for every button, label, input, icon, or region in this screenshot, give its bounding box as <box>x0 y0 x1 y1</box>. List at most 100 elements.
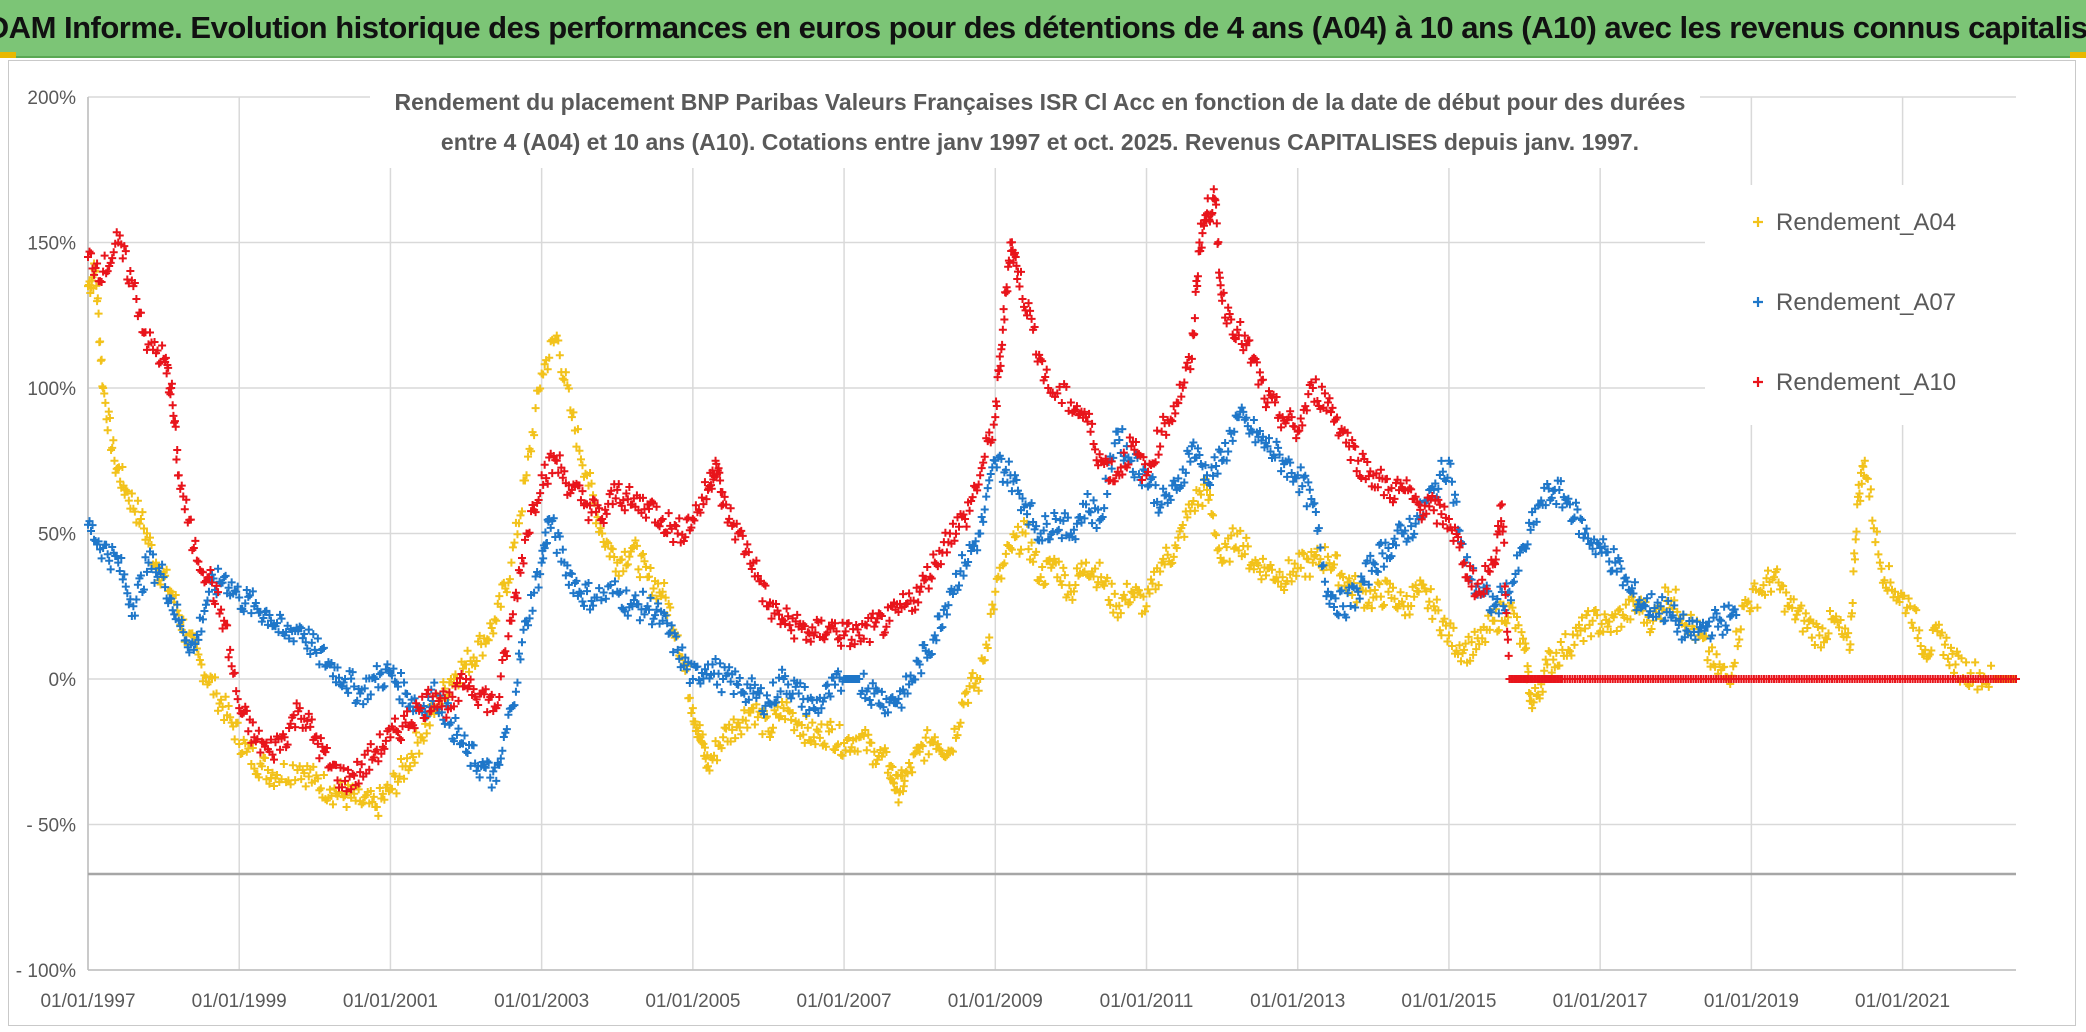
interpolated-point <box>119 481 128 490</box>
interpolated-point <box>725 720 734 729</box>
interpolated-point <box>973 486 982 495</box>
interpolated-point <box>977 512 986 521</box>
interpolated-point <box>1401 526 1410 535</box>
interpolated-point <box>838 751 847 760</box>
interpolated-point <box>1319 561 1328 570</box>
interpolated-point <box>224 653 233 662</box>
interpolated-point <box>1688 616 1697 625</box>
interpolated-point <box>716 476 725 485</box>
interpolated-point <box>204 678 213 687</box>
interpolated-point <box>1379 491 1388 500</box>
interpolated-point <box>1434 606 1443 615</box>
interpolated-point <box>1378 602 1387 611</box>
data-point <box>462 747 471 756</box>
interpolated-point <box>920 640 929 649</box>
interpolated-point <box>1615 557 1624 566</box>
data-point <box>1082 500 1091 509</box>
data-point <box>110 456 119 465</box>
interpolated-point <box>350 682 359 691</box>
interpolated-point <box>986 609 995 618</box>
interpolated-point <box>1503 613 1512 622</box>
interpolated-point <box>1156 567 1165 576</box>
interpolated-point <box>1230 427 1239 436</box>
interpolated-point <box>1410 529 1419 538</box>
interpolated-point <box>769 723 778 732</box>
interpolated-point <box>1916 641 1925 650</box>
interpolated-point <box>1721 621 1730 630</box>
interpolated-point <box>211 673 220 682</box>
interpolated-point <box>781 619 790 628</box>
interpolated-point <box>1057 580 1066 589</box>
y-tick-label: 200% <box>27 88 76 109</box>
interpolated-point <box>1605 557 1614 566</box>
interpolated-point <box>502 725 511 734</box>
interpolated-point <box>883 768 892 777</box>
interpolated-point <box>882 622 891 631</box>
interpolated-point <box>217 695 226 704</box>
interpolated-point <box>1017 545 1025 554</box>
data-point <box>144 558 153 567</box>
interpolated-point <box>1618 581 1627 590</box>
interpolated-point <box>1909 623 1918 632</box>
interpolated-point <box>504 710 513 719</box>
data-point <box>1233 325 1242 334</box>
interpolated-point <box>1345 574 1354 583</box>
interpolated-point <box>622 561 631 570</box>
interpolated-point <box>775 673 784 682</box>
interpolated-point <box>1261 403 1270 412</box>
interpolated-point <box>87 249 96 258</box>
interpolated-point <box>139 524 148 533</box>
data-point <box>567 413 576 422</box>
interpolated-point <box>1632 606 1641 615</box>
interpolated-point <box>663 529 672 538</box>
interpolated-point <box>1865 492 1874 501</box>
interpolated-point <box>177 616 186 625</box>
interpolated-point <box>1594 539 1603 548</box>
interpolated-point <box>1750 579 1759 588</box>
interpolated-point <box>911 749 920 758</box>
interpolated-point <box>964 557 973 566</box>
interpolated-point <box>514 519 523 528</box>
interpolated-point <box>1798 627 1807 636</box>
interpolated-point <box>519 559 528 568</box>
legend-label: Rendement_A07 <box>1776 289 1956 316</box>
interpolated-point <box>862 621 871 630</box>
data-point <box>1195 238 1204 247</box>
data-point <box>212 689 221 698</box>
interpolated-point <box>971 537 980 546</box>
interpolated-point <box>1077 559 1086 568</box>
interpolated-point <box>1228 524 1237 533</box>
interpolated-point <box>241 599 250 608</box>
interpolated-point <box>1500 618 1509 627</box>
interpolated-point <box>700 478 709 487</box>
interpolated-point <box>381 736 390 745</box>
interpolated-point <box>410 694 419 703</box>
interpolated-point <box>835 721 844 730</box>
interpolated-point <box>988 600 997 609</box>
interpolated-point <box>617 555 626 564</box>
interpolated-point <box>929 738 938 747</box>
interpolated-point <box>1042 519 1051 528</box>
interpolated-point <box>1416 505 1425 514</box>
interpolated-point <box>1011 252 1020 261</box>
interpolated-point <box>595 584 604 593</box>
interpolated-point <box>563 561 572 570</box>
interpolated-point <box>905 758 914 767</box>
interpolated-point <box>873 614 882 623</box>
interpolated-point <box>1705 617 1714 626</box>
interpolated-point <box>142 567 151 576</box>
interpolated-point <box>230 586 239 595</box>
interpolated-point <box>731 535 740 544</box>
interpolated-point <box>109 436 118 445</box>
interpolated-point <box>233 695 242 704</box>
interpolated-point <box>111 468 120 477</box>
interpolated-point <box>1703 622 1712 631</box>
interpolated-point <box>787 626 796 635</box>
interpolated-point <box>508 610 517 619</box>
interpolated-point <box>1526 690 1535 699</box>
interpolated-point <box>368 797 377 806</box>
interpolated-point <box>145 328 154 337</box>
interpolated-point <box>638 493 647 502</box>
interpolated-point <box>90 535 99 544</box>
interpolated-point <box>1317 382 1326 391</box>
